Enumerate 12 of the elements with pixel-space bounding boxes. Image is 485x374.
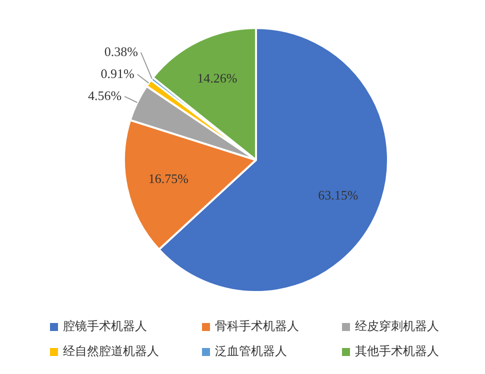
legend-label: 泛血管机器人 [215, 343, 287, 360]
data-label: 0.38% [104, 44, 138, 59]
legend-label: 骨科手术机器人 [215, 318, 299, 335]
legend-label: 腔镜手术机器人 [63, 318, 147, 335]
legend-label: 其他手术机器人 [355, 343, 439, 360]
data-label: 4.56% [88, 88, 122, 103]
data-label: 63.15% [318, 187, 358, 202]
data-label: 0.91% [100, 66, 135, 81]
data-label: 16.75% [148, 170, 189, 186]
legend-label: 经皮穿刺机器人 [355, 318, 439, 335]
data-label: 14.26% [197, 70, 238, 86]
legend-label: 经自然腔道机器人 [63, 343, 159, 360]
